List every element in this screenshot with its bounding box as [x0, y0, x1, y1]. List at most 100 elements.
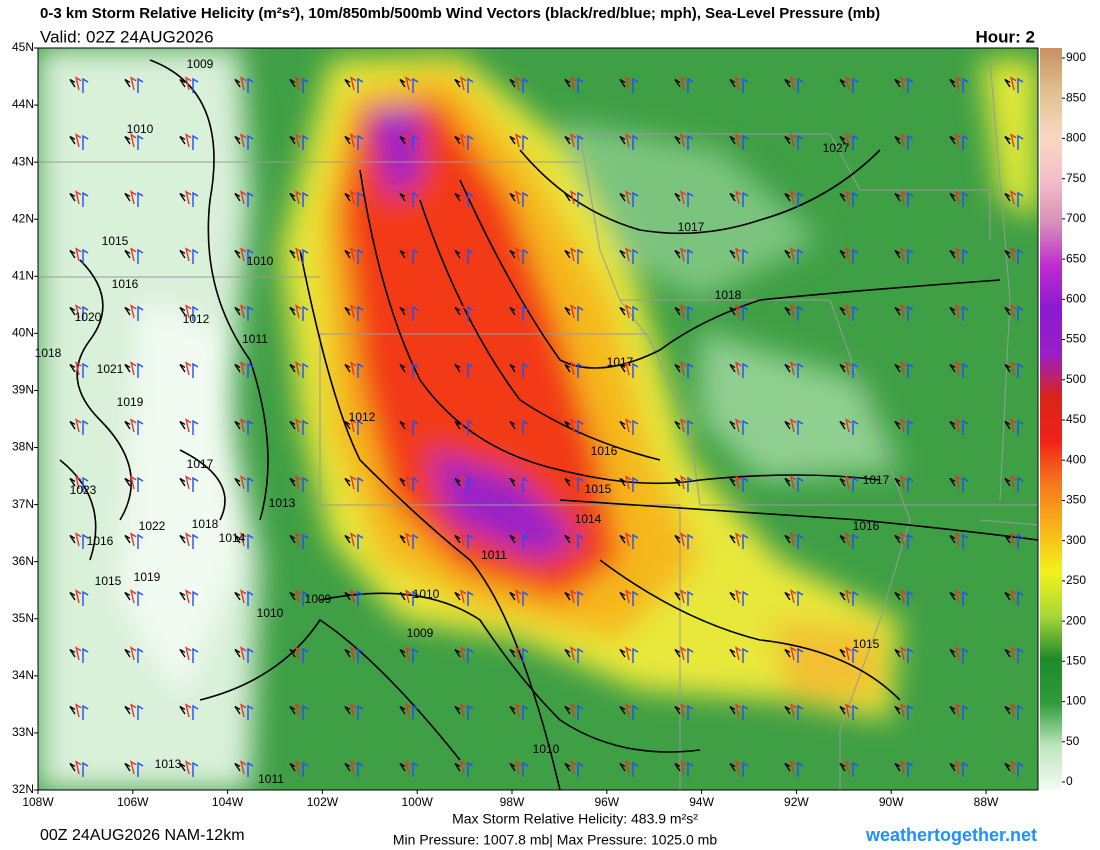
- wind-barb: [625, 646, 632, 661]
- wind-barb: [784, 762, 791, 772]
- wind-barb: [784, 420, 791, 430]
- wind-barb: [1017, 77, 1024, 93]
- wind-barb: [619, 477, 626, 487]
- isobar-label: 1009: [187, 57, 214, 71]
- wind-barb: [295, 418, 302, 433]
- wind-barb: [735, 133, 742, 148]
- isobar-label: 1018: [35, 346, 62, 360]
- wind-barb: [1010, 133, 1017, 148]
- wind-barb: [295, 247, 302, 262]
- wind-barb: [460, 190, 467, 205]
- colorbar-label: 400: [1066, 452, 1086, 466]
- wind-barb: [619, 705, 626, 715]
- wind-barb: [179, 192, 186, 202]
- wind-barb: [894, 363, 901, 373]
- wind-barb: [729, 705, 736, 715]
- isobar-label: 1015: [102, 234, 129, 248]
- wind-barb: [1010, 76, 1017, 91]
- wind-barb: [570, 760, 577, 775]
- wind-barb: [894, 705, 901, 715]
- wind-barb: [399, 705, 406, 715]
- wind-barb: [839, 534, 846, 544]
- wind-barb: [192, 761, 199, 777]
- wind-barb: [192, 647, 199, 663]
- wind-barb: [900, 760, 907, 775]
- wind-barb: [289, 534, 296, 544]
- wind-barb: [412, 704, 419, 720]
- wind-barb: [460, 646, 467, 661]
- wind-barb: [962, 476, 969, 492]
- wind-barb: [350, 475, 357, 490]
- wind-barb: [75, 532, 82, 547]
- wind-barb: [845, 247, 852, 262]
- wind-barb: [742, 533, 749, 549]
- wind-barb: [75, 304, 82, 319]
- wind-barb: [509, 363, 516, 373]
- wind-barb: [907, 761, 914, 777]
- colorbar-label: 550: [1066, 332, 1086, 346]
- wind-barb: [852, 77, 859, 93]
- wind-barb: [797, 761, 804, 777]
- wind-barb: [735, 247, 742, 262]
- wind-barb: [185, 190, 192, 205]
- wind-barb: [1004, 249, 1011, 259]
- wind-barb: [907, 77, 914, 93]
- colorbar-label: 500: [1066, 372, 1086, 386]
- colorbar-label: 650: [1066, 251, 1086, 265]
- wind-barb: [522, 191, 529, 207]
- wind-barb: [742, 590, 749, 606]
- wind-barb: [852, 305, 859, 321]
- wind-barb: [522, 476, 529, 492]
- wind-barb: [137, 476, 144, 492]
- wind-barb: [687, 761, 694, 777]
- isobar-label: 1010: [127, 122, 154, 136]
- wind-barb: [454, 192, 461, 202]
- wind-barb: [234, 534, 241, 544]
- wind-barb: [949, 249, 956, 259]
- wind-barb: [247, 647, 254, 663]
- wind-barb: [124, 363, 131, 373]
- wind-barb: [955, 361, 962, 376]
- wind-barb: [240, 646, 247, 661]
- wind-barb: [124, 477, 131, 487]
- wind-barb: [185, 418, 192, 433]
- wind-barb: [625, 589, 632, 604]
- wind-barb: [949, 192, 956, 202]
- wind-barb: [350, 646, 357, 661]
- model-run: 00Z 24AUG2026 NAM-12km: [40, 827, 245, 844]
- wind-barb: [344, 78, 351, 88]
- wind-barb: [1017, 134, 1024, 150]
- wind-barb: [955, 646, 962, 661]
- wind-barb: [619, 78, 626, 88]
- wind-barb: [137, 305, 144, 321]
- wind-barb: [680, 76, 687, 91]
- wind-barb: [619, 135, 626, 145]
- wind-barb: [509, 477, 516, 487]
- wind-barb: [454, 249, 461, 259]
- lat-label: 43N: [12, 154, 34, 168]
- wind-barb: [949, 363, 956, 373]
- wind-barb: [625, 304, 632, 319]
- wind-barb: [632, 134, 639, 150]
- wind-barb: [192, 77, 199, 93]
- wind-barb: [1017, 704, 1024, 720]
- wind-barb: [515, 475, 522, 490]
- wind-barb: [674, 306, 681, 316]
- wind-barb: [289, 705, 296, 715]
- wind-barb: [509, 705, 516, 715]
- wind-barb: [234, 591, 241, 601]
- wind-barb: [619, 363, 626, 373]
- wind-barb: [790, 76, 797, 91]
- wind-barb: [852, 419, 859, 435]
- wind-barb: [625, 532, 632, 547]
- wind-barb: [680, 703, 687, 718]
- wind-barb: [735, 361, 742, 376]
- wind-barb: [412, 647, 419, 663]
- wind-barb: [69, 192, 76, 202]
- wind-barb: [412, 134, 419, 150]
- wind-barb: [467, 704, 474, 720]
- wind-barb: [295, 475, 302, 490]
- wind-barb: [735, 304, 742, 319]
- wind-barb: [179, 249, 186, 259]
- wind-barb: [687, 419, 694, 435]
